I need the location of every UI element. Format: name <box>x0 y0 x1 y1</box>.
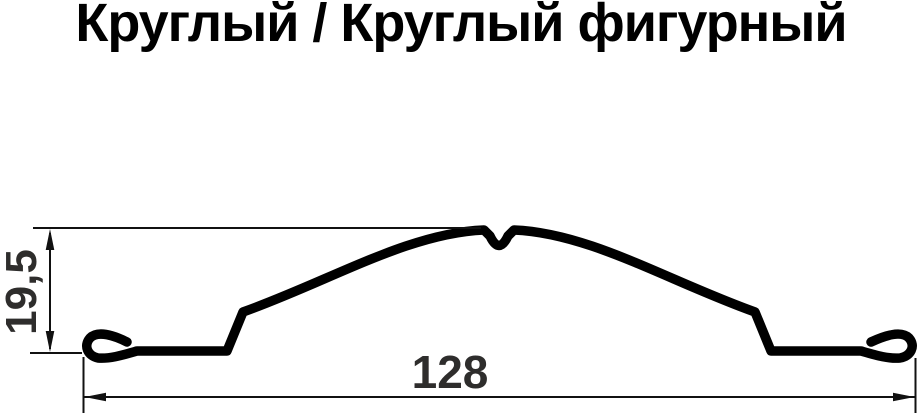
height-arrow-down-icon <box>45 331 55 352</box>
page-title: Круглый / Круглый фигурный <box>75 0 847 53</box>
width-dimension <box>82 357 917 413</box>
height-dimension-label: 19,5 <box>0 249 46 335</box>
width-dimension-label: 128 <box>412 346 489 398</box>
height-dimension <box>30 227 481 354</box>
width-arrow-right-icon <box>893 392 915 402</box>
profile-outline <box>82 225 917 363</box>
width-arrow-left-icon <box>84 392 106 402</box>
height-arrow-up-icon <box>45 229 55 250</box>
